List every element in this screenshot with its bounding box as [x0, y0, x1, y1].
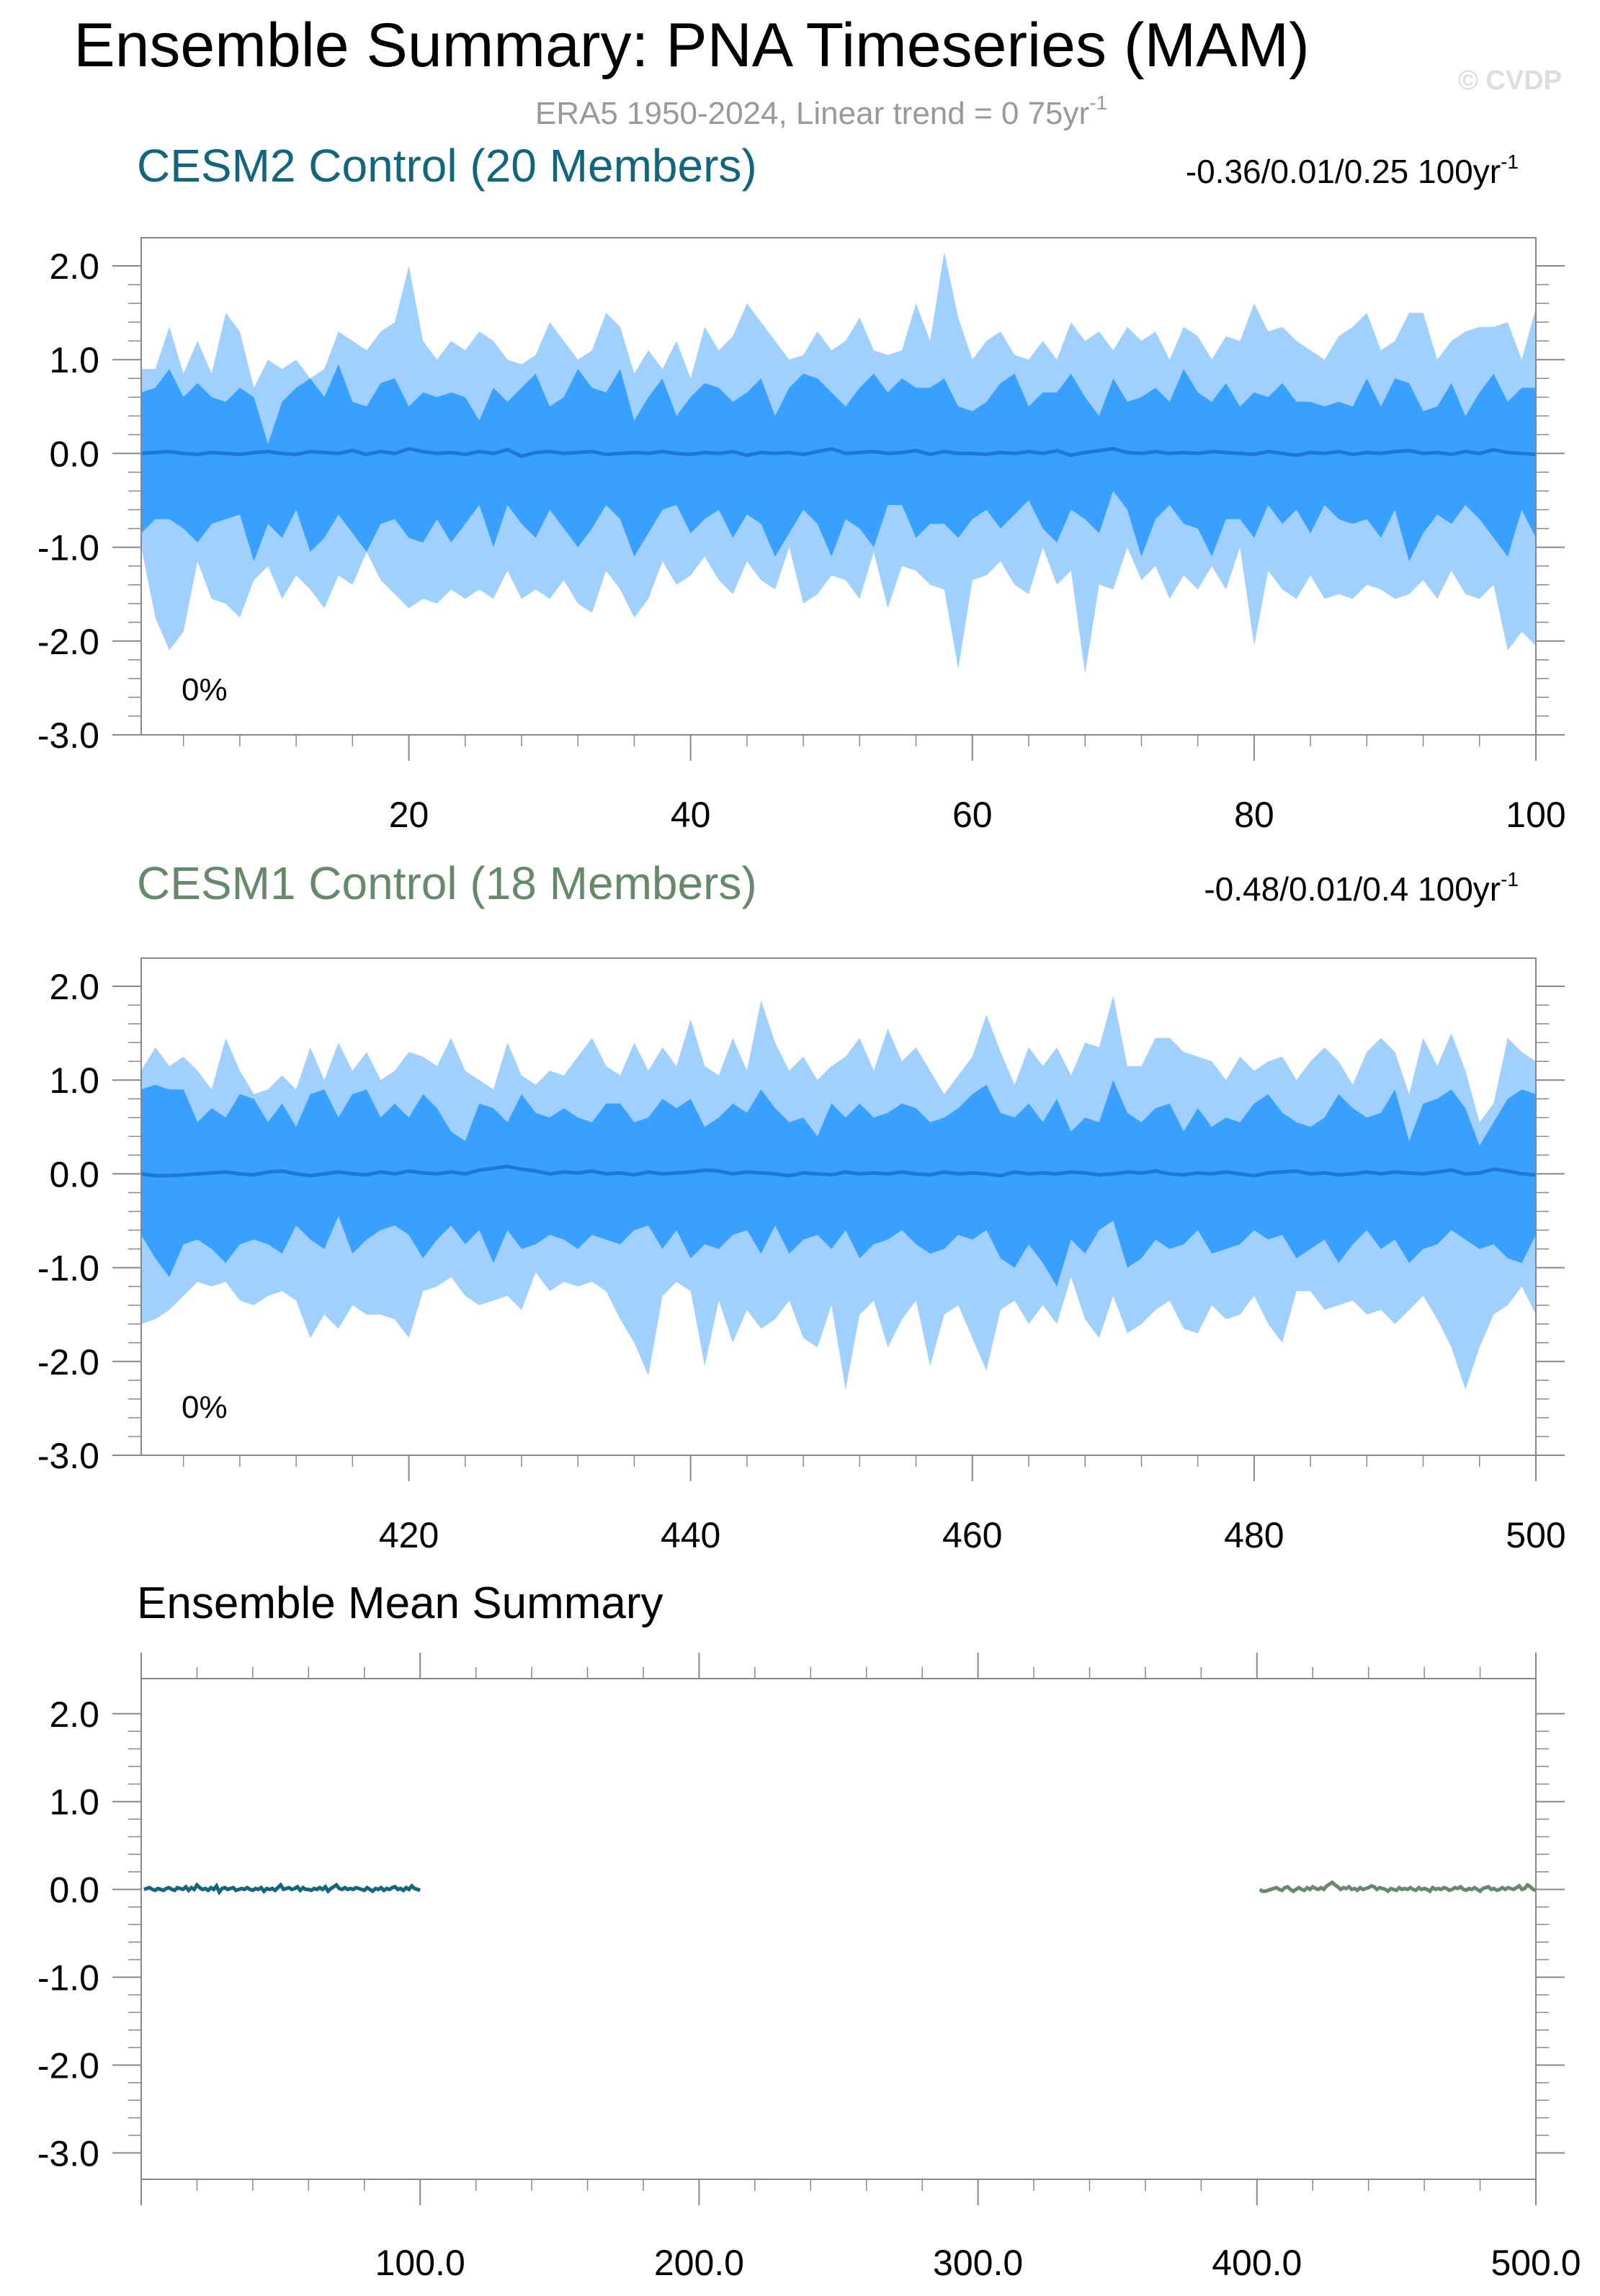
xtick-label: 80	[1234, 795, 1274, 835]
trend-value-cesm1: -0.48/0.01/0.4 100yr	[1204, 870, 1501, 908]
ytick-label: 0.0	[49, 1870, 99, 1911]
xtick-label: 40	[671, 795, 711, 835]
plot-frame	[140, 957, 1537, 1456]
trend-sup-cesm1: -1	[1501, 868, 1519, 890]
plot-frame	[140, 1678, 1537, 2180]
plot-frame	[140, 237, 1537, 736]
ensemble-mean-line	[140, 1164, 1537, 1178]
ytick-label: 2.0	[49, 1694, 99, 1735]
xtick-label: 300.0	[933, 2243, 1023, 2283]
ytick-label: 0.0	[49, 1154, 99, 1194]
xtick-label: 480	[1224, 1515, 1284, 1555]
ytick-label: -3.0	[37, 715, 99, 756]
ytick-label: -2.0	[37, 1342, 99, 1382]
trend-label-cesm2: -0.36/0.01/0.25 100yr-1	[1186, 151, 1519, 190]
axes-cesm1: 2.0 1.0 0.0 -1.0 -2.0 -3.0 420 440 460 480 500	[37, 957, 1566, 1555]
subtitle-sup: -1	[1089, 91, 1107, 114]
panel-title-cesm1: CESM1 Control (18 Members)	[137, 857, 757, 909]
ytick-label: -1.0	[37, 1248, 99, 1289]
xtick-label: 460	[942, 1515, 1002, 1555]
bands-cesm2	[140, 251, 1537, 674]
ytick-label: -3.0	[37, 2133, 99, 2174]
panel-title-ensemble-mean: Ensemble Mean Summary	[137, 1578, 663, 1628]
xtick-label: 20	[389, 795, 429, 835]
ytick-label: 1.0	[49, 1060, 99, 1101]
percent-label-cesm1: 0%	[182, 1390, 228, 1425]
xtick-label: 100.0	[375, 2243, 465, 2283]
percent-label-cesm2: 0%	[182, 672, 228, 707]
subtitle-base: ERA5 1950-2024, Linear trend = 0 75yr	[535, 96, 1089, 131]
trend-value-cesm2: -0.36/0.01/0.25 100yr	[1186, 153, 1501, 190]
panel-title-cesm2: CESM2 Control (20 Members)	[137, 140, 757, 192]
ytick-label: 2.0	[49, 246, 99, 287]
trend-label-cesm1: -0.48/0.01/0.4 100yr-1	[1204, 868, 1519, 908]
figure-title: Ensemble Summary: PNA Timeseries (MAM)	[73, 11, 1310, 80]
ytick-label: -3.0	[37, 1436, 99, 1476]
panel-cesm1: CESM1 Control (18 Members) -0.48/0.01/0.…	[37, 857, 1566, 1555]
xtick-label: 100	[1506, 795, 1565, 835]
ytick-label: -1.0	[37, 1958, 99, 1998]
xtick-label: 500.0	[1490, 2243, 1581, 2283]
panel-ensemble-mean: Ensemble Mean Summary 2.0 1.0 0.0 -1.0 -2.0 -…	[37, 1578, 1581, 2283]
bands-cesm1	[140, 996, 1537, 1390]
ytick-label: -1.0	[37, 528, 99, 568]
ytick-label: 0.0	[49, 434, 99, 474]
ytick-label: -2.0	[37, 2045, 99, 2086]
xtick-label: 60	[952, 795, 993, 835]
axes-cesm2: 2.0 1.0 0.0 -1.0 -2.0 -3.0 20 40 60 80 100	[37, 237, 1566, 835]
trend-sup-cesm2: -1	[1501, 151, 1519, 173]
xtick-label: 500	[1506, 1515, 1565, 1555]
ensemble-mean-line	[140, 447, 1537, 458]
ytick-label: 1.0	[49, 1782, 99, 1823]
ytick-label: -2.0	[37, 622, 99, 662]
xtick-label: 200.0	[654, 2243, 744, 2283]
panel-cesm2: CESM2 Control (20 Members) -0.36/0.01/0.…	[37, 140, 1566, 835]
xtick-label: 420	[379, 1515, 439, 1555]
mean-line-cesm2-control	[143, 1882, 421, 1896]
xtick-label: 440	[661, 1515, 720, 1555]
axes-ensemble-mean: 2.0 1.0 0.0 -1.0 -2.0 -3.0 100.0 200.0 300.0 400.…	[37, 1653, 1581, 2283]
mean-line-cesm1-control	[1259, 1880, 1537, 1894]
ytick-label: 2.0	[49, 967, 99, 1007]
ytick-label: 1.0	[49, 340, 99, 380]
xtick-label: 400.0	[1212, 2243, 1302, 2283]
lines-ensemble-mean	[143, 1880, 1537, 1896]
figure-subtitle: ERA5 1950-2024, Linear trend = 0 75yr-1	[535, 91, 1107, 131]
ensemble-iqr-band	[141, 364, 1536, 562]
watermark: © CVDP	[1458, 66, 1562, 96]
ensemble-iqr-band	[141, 1080, 1536, 1287]
